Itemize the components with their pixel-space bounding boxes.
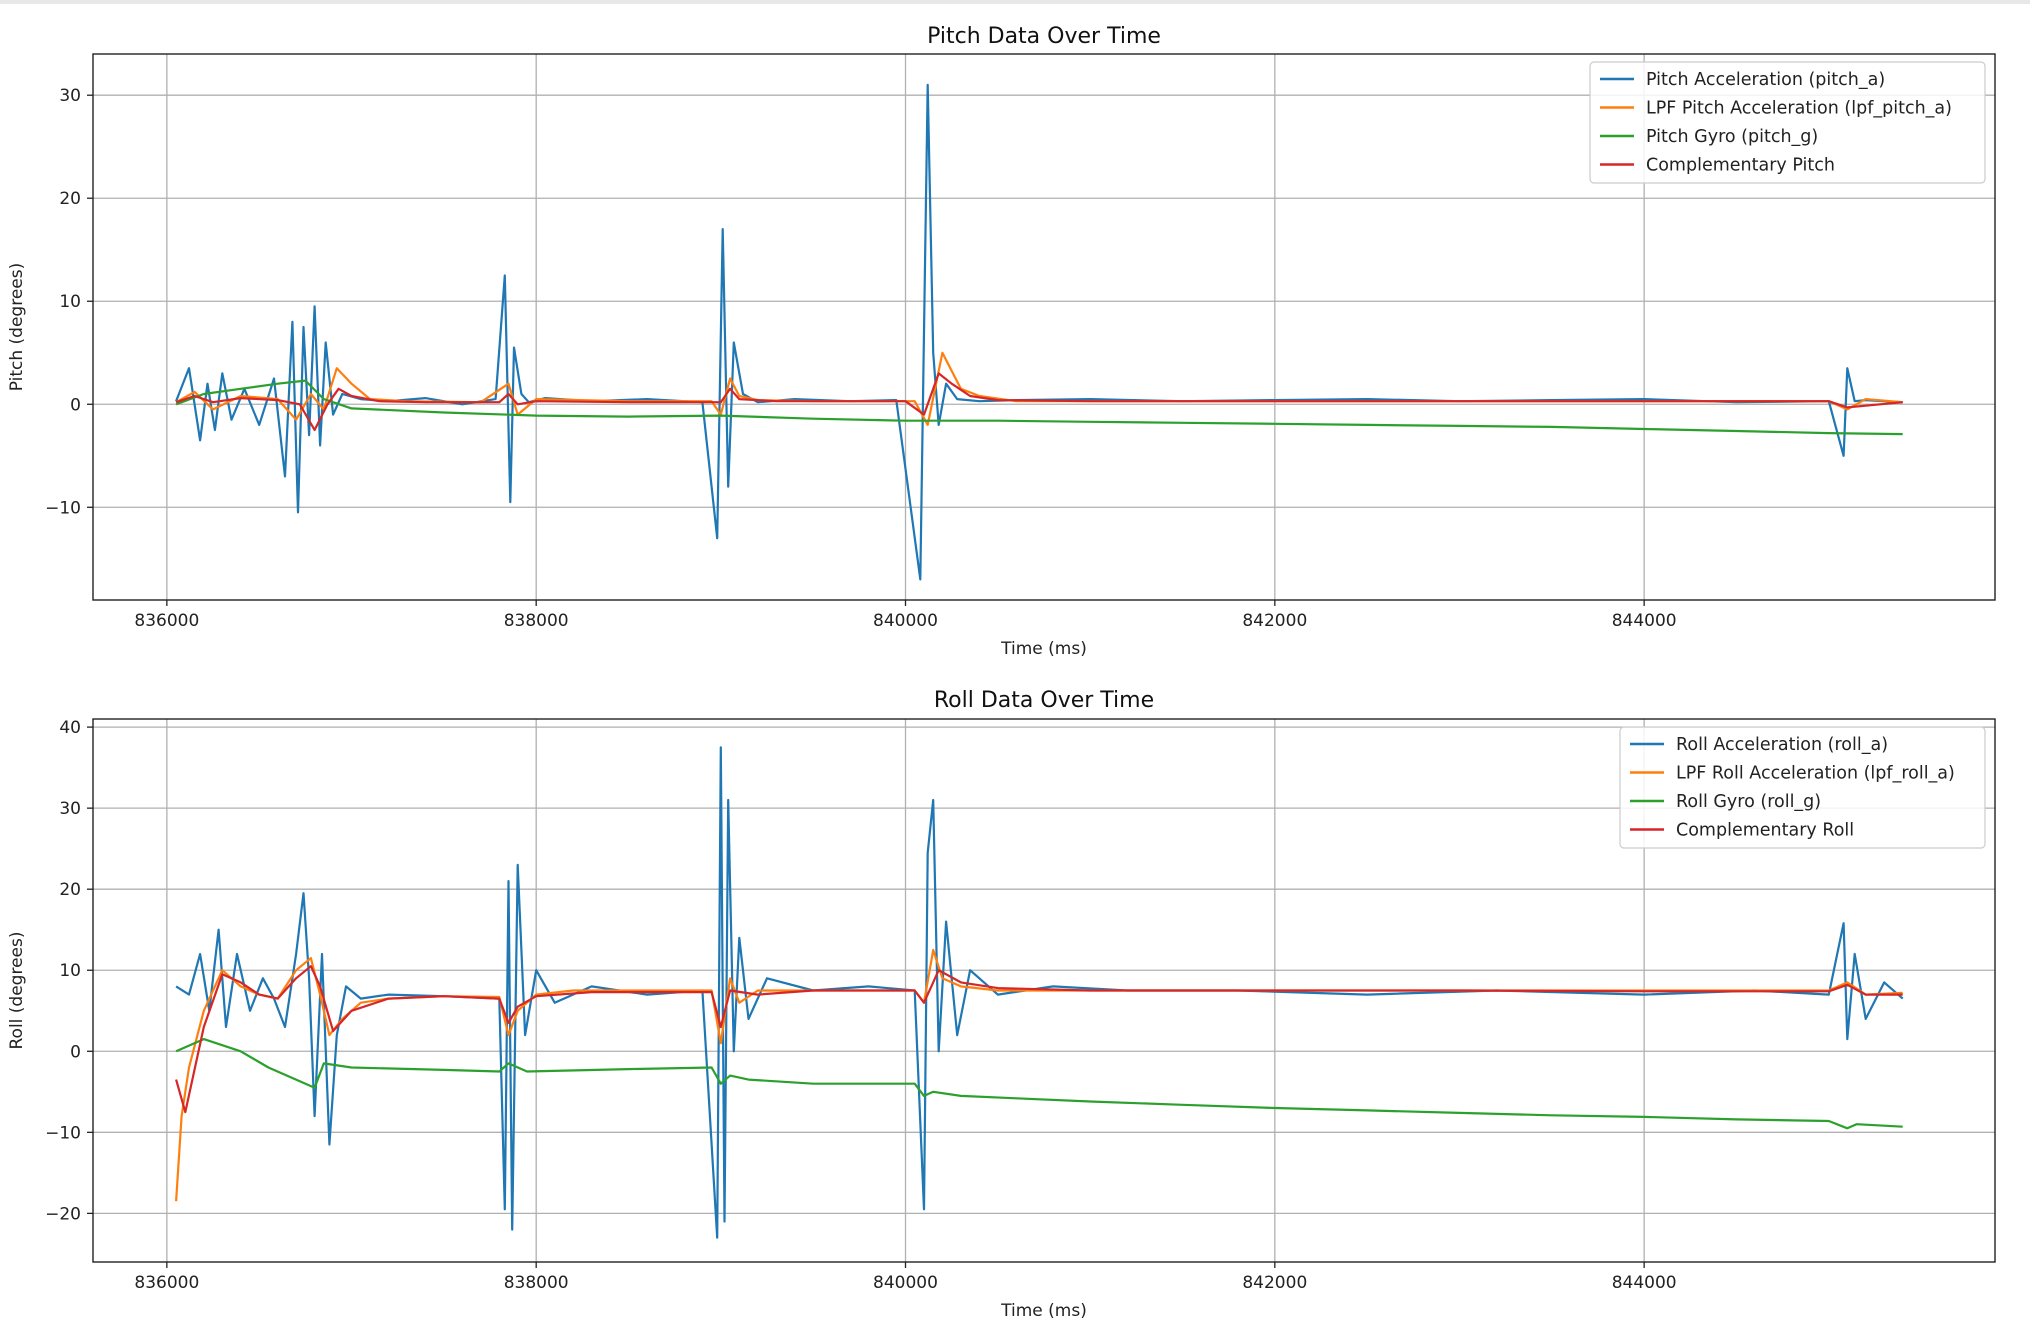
roll-y-tick-label: 30 xyxy=(59,799,81,819)
roll-x-tick-label: 836000 xyxy=(134,1273,199,1293)
roll-y-tick-label: 40 xyxy=(59,718,81,738)
pitch-chart: 836000 838000 840000 842000 844000 −10 0 10 20 30… xyxy=(7,24,1996,659)
pitch-x-axis-label: Time (ms) xyxy=(1000,639,1087,659)
roll-axes-frame xyxy=(92,718,1996,1263)
pitch-legend: Pitch Acceleration (pitch_a) LPF Pitch Ac… xyxy=(1589,61,1986,184)
roll-x-tick-label: 840000 xyxy=(873,1273,938,1293)
roll-legend-label: Complementary Roll xyxy=(1676,821,1854,841)
pitch-legend-box xyxy=(1589,61,1986,184)
roll-series-complementary-roll xyxy=(175,965,1903,1114)
roll-legend-label: Roll Gyro (roll_g) xyxy=(1676,792,1821,812)
roll-y-tick-label: 10 xyxy=(59,961,81,981)
roll-y-tick-label: 0 xyxy=(70,1042,81,1062)
roll-legend-label: Roll Acceleration (roll_a) xyxy=(1676,735,1888,755)
pitch-x-tick-label: 836000 xyxy=(134,611,199,631)
roll-legend: Roll Acceleration (roll_a) LPF Roll Accel… xyxy=(1619,726,1986,849)
roll-series-roll-gyro-roll-g xyxy=(175,1038,1903,1130)
pitch-x-tick-label: 840000 xyxy=(873,611,938,631)
roll-x-tick-label: 838000 xyxy=(504,1273,569,1293)
pitch-legend-label: Complementary Pitch xyxy=(1646,156,1835,176)
roll-chart-title: Roll Data Over Time xyxy=(934,688,1154,713)
pitch-series-group xyxy=(175,83,1903,581)
window-top-strip xyxy=(0,0,2030,4)
roll-x-tick-label: 842000 xyxy=(1242,1273,1307,1293)
pitch-legend-label: Pitch Gyro (pitch_g) xyxy=(1646,127,1818,147)
pitch-legend-label: LPF Pitch Acceleration (lpf_pitch_a) xyxy=(1646,99,1952,119)
pitch-x-tick-label: 844000 xyxy=(1612,611,1677,631)
pitch-legend-label: Pitch Acceleration (pitch_a) xyxy=(1646,70,1885,90)
roll-legend-label: LPF Roll Acceleration (lpf_roll_a) xyxy=(1676,764,1955,784)
pitch-chart-title: Pitch Data Over Time xyxy=(927,24,1161,49)
pitch-y-tick-label: 20 xyxy=(59,189,81,209)
pitch-y-axis-label: Pitch (degrees) xyxy=(7,263,27,392)
pitch-y-tick-label: 0 xyxy=(70,395,81,415)
roll-chart: 836000 838000 840000 842000 844000 −20 −10 0 10 2… xyxy=(7,688,1996,1321)
pitch-x-tick-label: 838000 xyxy=(504,611,569,631)
pitch-y-tick-label: 10 xyxy=(59,292,81,312)
pitch-axes-frame xyxy=(92,53,1996,601)
pitch-y-tick-label: 30 xyxy=(59,86,81,106)
roll-y-tick-label: 20 xyxy=(59,880,81,900)
pitch-y-tick-label: −10 xyxy=(45,498,81,518)
roll-x-axis-label: Time (ms) xyxy=(1000,1301,1087,1321)
pitch-series-pitch-gyro-pitch-g xyxy=(175,379,1903,436)
roll-legend-box xyxy=(1619,726,1986,849)
roll-x-tick-label: 844000 xyxy=(1612,1273,1677,1293)
roll-y-tick-label: −20 xyxy=(45,1204,81,1224)
pitch-series-complementary-pitch xyxy=(175,372,1903,432)
roll-series-group xyxy=(175,746,1904,1239)
roll-y-tick-label: −10 xyxy=(45,1123,81,1143)
pitch-x-tick-label: 842000 xyxy=(1242,611,1307,631)
roll-y-axis-label: Roll (degrees) xyxy=(7,932,27,1050)
pitch-series-pitch-acceleration-pitch-a xyxy=(175,83,1903,581)
